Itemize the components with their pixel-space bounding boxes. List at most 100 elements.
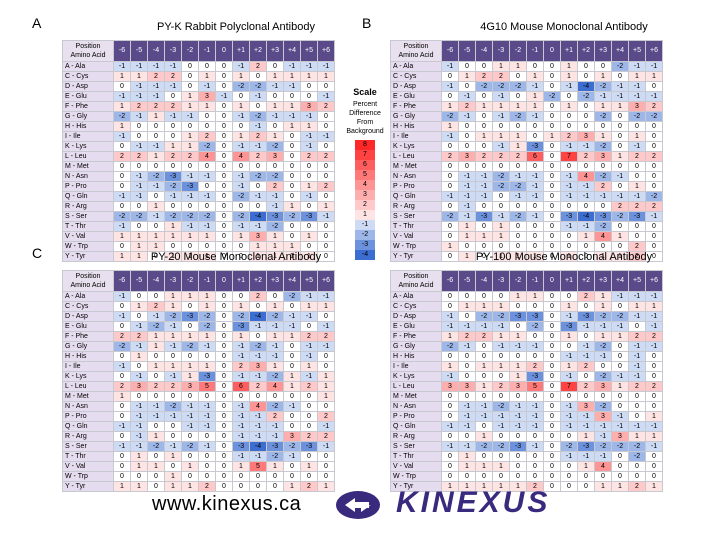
- heatmap-cell: 0: [577, 241, 595, 252]
- heatmap-cell: -1: [147, 401, 165, 412]
- heatmap-cell: 0: [317, 311, 335, 322]
- heatmap-cell: 0: [164, 431, 182, 442]
- heatmap-cell: -1: [266, 321, 284, 332]
- heatmap-cell: 1: [164, 141, 182, 152]
- position-header-cell: 0: [215, 40, 233, 62]
- heatmap-cell: 0: [249, 301, 267, 312]
- heatmap-cell: -1: [509, 171, 527, 182]
- heatmap-cell: 0: [283, 161, 301, 172]
- heatmap-cell: -1: [475, 171, 493, 182]
- heatmap-cell: 2: [113, 381, 131, 392]
- amino-acid-label: A - Ala: [62, 291, 114, 302]
- scale-swatch: 5: [355, 170, 375, 180]
- heatmap-cell: 1: [147, 201, 165, 212]
- heatmap-cell: 2: [113, 151, 131, 162]
- heatmap-cell: 0: [441, 201, 459, 212]
- heatmap-cell: 1: [526, 71, 544, 82]
- heatmap-cell: -1: [475, 411, 493, 422]
- heatmap-cell: 0: [441, 351, 459, 362]
- heatmap-cell: 1: [113, 71, 131, 82]
- heatmap-cell: -1: [628, 351, 646, 362]
- heatmap-cell: -1: [577, 141, 595, 152]
- heatmap-cell: 1: [266, 461, 284, 472]
- table-row: T - Thr 0 1 0 1 0 0 0 -1 -1 -2 0 0 0: [390, 221, 663, 232]
- heatmap-cell: -1: [526, 211, 544, 222]
- brand-logo-text: KINEXUS: [396, 486, 551, 519]
- heatmap-cell: 0: [441, 391, 459, 402]
- heatmap-cell: -2: [577, 91, 595, 102]
- heatmap-cell: -1: [130, 181, 148, 192]
- heatmap-cell: -1: [249, 191, 267, 202]
- heatmap-cell: 0: [645, 161, 663, 172]
- heatmap-cell: 0: [526, 241, 544, 252]
- heatmap-cell: -2: [509, 211, 527, 222]
- amino-acid-label: E - Glu: [62, 321, 114, 332]
- heatmap-cell: -1: [509, 411, 527, 422]
- position-header-cell: -4: [147, 270, 165, 292]
- heatmap-cell: -1: [577, 421, 595, 432]
- amino-acid-label: D - Asp: [390, 81, 442, 92]
- heatmap-cell: -1: [130, 371, 148, 382]
- heatmap-cell: 0: [181, 471, 199, 482]
- position-header-cell: 0: [215, 270, 233, 292]
- heatmap-cell: 1: [611, 151, 629, 162]
- heatmap-cell: -1: [266, 341, 284, 352]
- website-url[interactable]: www.kinexus.ca: [152, 493, 302, 515]
- heatmap-cell: 1: [492, 131, 510, 142]
- heatmap-cell: -1: [113, 441, 131, 452]
- table-row: S - Ser -1 -1 -2 -2 -3 -1 0 -2 -3 -2 -2 -2 -1: [390, 441, 663, 452]
- heatmap-cell: 0: [317, 361, 335, 372]
- heatmap-cell: 1: [594, 481, 612, 492]
- scale-swatch: 7: [355, 150, 375, 160]
- heatmap-cell: -1: [628, 61, 646, 72]
- heatmap-cell: 0: [215, 391, 233, 402]
- heatmap-cell: 1: [441, 121, 459, 132]
- heatmap-cell: 1: [509, 141, 527, 152]
- heatmap-cell: -1: [130, 81, 148, 92]
- heatmap-cell: 1: [181, 91, 199, 102]
- heatmap-cell: -1: [147, 181, 165, 192]
- heatmap-cell: -1: [492, 91, 510, 102]
- heatmap-cell: 1: [232, 71, 250, 82]
- heatmap-cell: 0: [645, 251, 663, 262]
- heatmap-cell: 0: [492, 431, 510, 442]
- heatmap-cell: 0: [283, 191, 301, 202]
- amino-acid-label: G - Gly: [390, 111, 442, 122]
- table-row: Y - Tyr 1 1 0 1 1 1 0 0 1 1 1 1 0: [62, 251, 335, 262]
- heatmap-cell: 0: [441, 231, 459, 242]
- heatmap-cell: 0: [577, 121, 595, 132]
- amino-acid-header-label: Amino Acid: [398, 52, 434, 59]
- heatmap-cell: 0: [215, 361, 233, 372]
- heatmap-cell: 0: [492, 291, 510, 302]
- heatmap-cell: 0: [300, 411, 318, 422]
- heatmap-cell: 0: [300, 391, 318, 402]
- position-header-cell: -5: [458, 270, 476, 292]
- position-header-cell: +4: [283, 270, 301, 292]
- position-header-cell: -6: [113, 40, 131, 62]
- heatmap-cell: 0: [475, 201, 493, 212]
- heatmap-cell: 0: [577, 481, 595, 492]
- heatmap-cell: 1: [300, 461, 318, 472]
- heatmap-cell: 0: [594, 61, 612, 72]
- heatmap-cell: 0: [164, 421, 182, 432]
- heatmap-cell: 1: [645, 431, 663, 442]
- heatmap-cell: -1: [232, 111, 250, 122]
- table-row: W - Trp 0 0 0 1 0 0 0 0 0 0 0 0 0: [62, 471, 335, 482]
- amino-acid-label: P - Pro: [390, 411, 442, 422]
- heatmap-cell: 4: [594, 231, 612, 242]
- heatmap-cell: -1: [283, 61, 301, 72]
- heatmap-cell: 1: [594, 101, 612, 112]
- table-row: L - Leu 2 2 1 2 2 4 0 4 2 3 0 2 2: [62, 151, 335, 162]
- heatmap-cell: 2: [300, 481, 318, 492]
- heatmap-cell: -1: [441, 311, 459, 322]
- amino-acid-label: C - Cys: [390, 301, 442, 312]
- heatmap-cell: 0: [113, 451, 131, 462]
- heatmap-cell: -2: [249, 171, 267, 182]
- heatmap-cell: -1: [628, 191, 646, 202]
- heatmap-cell: 0: [198, 61, 216, 72]
- heatmap-cell: 1: [181, 231, 199, 242]
- table-row: A - Ala -1 0 0 1 1 0 0 1 0 0 -2 -1 -1: [390, 61, 663, 72]
- heatmap-cell: -2: [611, 61, 629, 72]
- amino-acid-label: I - Ile: [390, 361, 442, 372]
- position-header-cell: -1: [526, 270, 544, 292]
